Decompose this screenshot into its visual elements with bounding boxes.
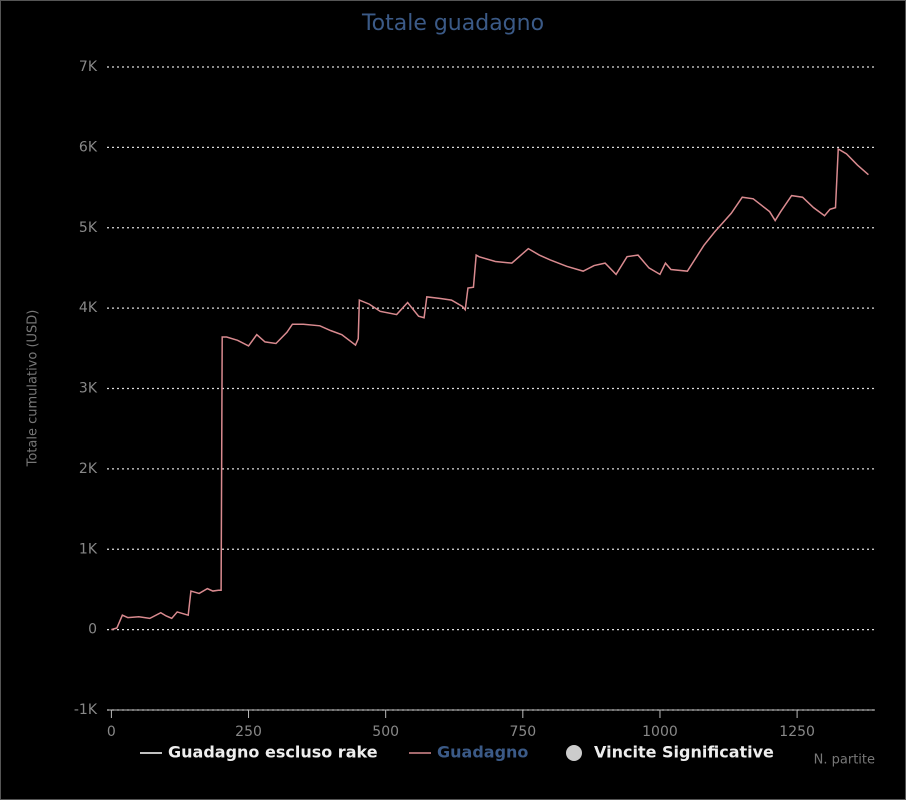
legend-symbol (566, 745, 582, 761)
legend-label: Guadagno (437, 743, 528, 762)
legend-label: Guadagno escluso rake (168, 743, 378, 762)
x-tick-label: 1000 (642, 724, 678, 740)
x-tick-label: 250 (235, 724, 262, 740)
y-axis-label: Totale cumulativo (USD) (26, 310, 41, 468)
x-tick-label: 500 (372, 724, 399, 740)
chart-title: Totale guadagno (361, 11, 544, 36)
y-tick-label: 7K (79, 59, 98, 75)
x-tick-label: 1250 (779, 724, 815, 740)
y-tick-label: 6K (79, 139, 98, 155)
y-tick-label: -1K (74, 702, 98, 718)
y-tick-label: 3K (79, 381, 98, 397)
y-tick-label: 0 (88, 622, 97, 638)
y-tick-label: 1K (79, 541, 98, 557)
series-line (111, 147, 869, 631)
y-tick-label: 4K (79, 300, 98, 316)
y-tick-label: 2K (79, 461, 98, 477)
x-tick-label: 750 (509, 724, 536, 740)
y-tick-label: 5K (79, 220, 98, 236)
x-tick-label: 0 (107, 724, 116, 740)
x-axis-label: N. partite (814, 753, 875, 768)
legend-label: Vincite Significative (594, 743, 774, 762)
